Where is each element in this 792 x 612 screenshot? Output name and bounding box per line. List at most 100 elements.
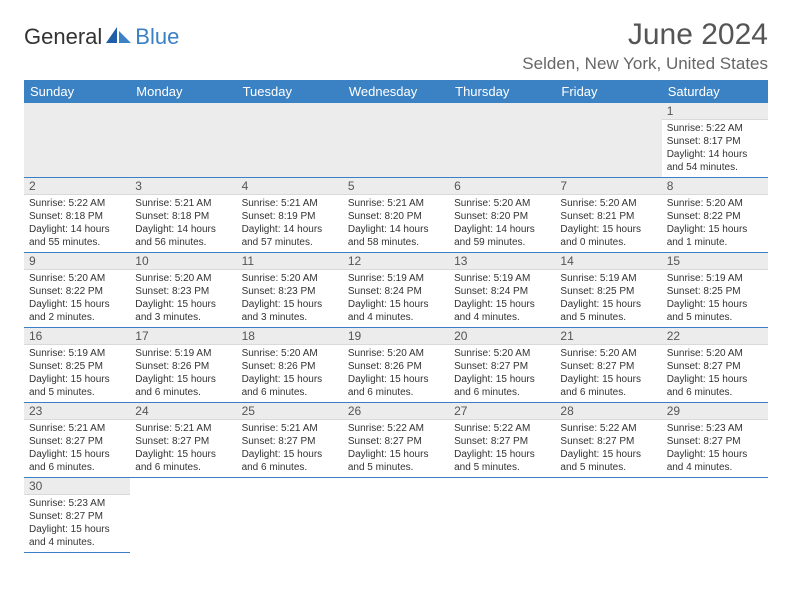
- calendar-day-cell: 15Sunrise: 5:19 AMSunset: 8:25 PMDayligh…: [662, 253, 768, 328]
- day-details: Sunrise: 5:20 AMSunset: 8:23 PMDaylight:…: [130, 270, 236, 327]
- daylight-line: Daylight: 15 hours and 6 minutes.: [242, 448, 338, 474]
- sunset-line: Sunset: 8:27 PM: [348, 435, 444, 448]
- calendar-day-cell: 20Sunrise: 5:20 AMSunset: 8:27 PMDayligh…: [449, 328, 555, 403]
- day-number: 20: [449, 328, 555, 345]
- calendar-day-cell: 13Sunrise: 5:19 AMSunset: 8:24 PMDayligh…: [449, 253, 555, 328]
- sunset-line: Sunset: 8:27 PM: [667, 435, 763, 448]
- day-number: 29: [662, 403, 768, 420]
- calendar-week-row: 23Sunrise: 5:21 AMSunset: 8:27 PMDayligh…: [24, 403, 768, 478]
- day-number: 11: [237, 253, 343, 270]
- calendar-day-cell: 8Sunrise: 5:20 AMSunset: 8:22 PMDaylight…: [662, 178, 768, 253]
- day-details: Sunrise: 5:19 AMSunset: 8:24 PMDaylight:…: [449, 270, 555, 327]
- day-number: 30: [24, 478, 130, 495]
- daylight-line: Daylight: 15 hours and 5 minutes.: [667, 298, 763, 324]
- daylight-line: Daylight: 15 hours and 5 minutes.: [560, 298, 656, 324]
- day-details: Sunrise: 5:21 AMSunset: 8:27 PMDaylight:…: [237, 420, 343, 477]
- calendar-day-cell: 2Sunrise: 5:22 AMSunset: 8:18 PMDaylight…: [24, 178, 130, 253]
- sunrise-line: Sunrise: 5:23 AM: [29, 497, 125, 510]
- calendar-day-cell: 21Sunrise: 5:20 AMSunset: 8:27 PMDayligh…: [555, 328, 661, 403]
- calendar-day-cell: 24Sunrise: 5:21 AMSunset: 8:27 PMDayligh…: [130, 403, 236, 478]
- logo: General Blue: [24, 24, 179, 50]
- weekday-header: Tuesday: [237, 80, 343, 103]
- sunset-line: Sunset: 8:26 PM: [348, 360, 444, 373]
- sunset-line: Sunset: 8:27 PM: [667, 360, 763, 373]
- month-title: June 2024: [522, 18, 768, 52]
- daylight-line: Daylight: 15 hours and 1 minute.: [667, 223, 763, 249]
- day-details: Sunrise: 5:20 AMSunset: 8:26 PMDaylight:…: [343, 345, 449, 402]
- sunset-line: Sunset: 8:27 PM: [29, 510, 125, 523]
- weekday-header: Thursday: [449, 80, 555, 103]
- sunrise-line: Sunrise: 5:20 AM: [560, 347, 656, 360]
- calendar-empty-cell: [237, 103, 343, 178]
- calendar-day-cell: 19Sunrise: 5:20 AMSunset: 8:26 PMDayligh…: [343, 328, 449, 403]
- calendar-day-cell: 25Sunrise: 5:21 AMSunset: 8:27 PMDayligh…: [237, 403, 343, 478]
- sunrise-line: Sunrise: 5:20 AM: [667, 197, 763, 210]
- location-text: Selden, New York, United States: [522, 54, 768, 74]
- sunrise-line: Sunrise: 5:22 AM: [667, 122, 763, 135]
- header: General Blue June 2024 Selden, New York,…: [24, 18, 768, 74]
- daylight-line: Daylight: 15 hours and 6 minutes.: [29, 448, 125, 474]
- daylight-line: Daylight: 15 hours and 3 minutes.: [242, 298, 338, 324]
- day-number: 3: [130, 178, 236, 195]
- daylight-line: Daylight: 15 hours and 4 minutes.: [348, 298, 444, 324]
- calendar-day-cell: 30 Sunrise: 5:23 AMSunset: 8:27 PMDayligh…: [24, 478, 130, 553]
- day-number: 2: [24, 178, 130, 195]
- calendar-empty-cell: [555, 478, 661, 553]
- day-number: 19: [343, 328, 449, 345]
- sunset-line: Sunset: 8:23 PM: [242, 285, 338, 298]
- daylight-line: Daylight: 15 hours and 4 minutes.: [454, 298, 550, 324]
- day-number: 22: [662, 328, 768, 345]
- day-details: Sunrise: 5:19 AMSunset: 8:25 PMDaylight:…: [662, 270, 768, 327]
- day-number: 16: [24, 328, 130, 345]
- calendar-empty-cell: [343, 103, 449, 178]
- sunset-line: Sunset: 8:20 PM: [348, 210, 444, 223]
- day-details: Sunrise: 5:20 AMSunset: 8:27 PMDaylight:…: [449, 345, 555, 402]
- sunrise-line: Sunrise: 5:20 AM: [560, 197, 656, 210]
- day-number: 13: [449, 253, 555, 270]
- calendar-empty-cell: [343, 478, 449, 553]
- sunset-line: Sunset: 8:27 PM: [242, 435, 338, 448]
- sunset-line: Sunset: 8:26 PM: [135, 360, 231, 373]
- daylight-line: Daylight: 15 hours and 4 minutes.: [29, 523, 125, 549]
- day-number: 15: [662, 253, 768, 270]
- logo-sail-icon: [106, 25, 132, 50]
- daylight-line: Daylight: 15 hours and 6 minutes.: [135, 373, 231, 399]
- day-details: Sunrise: 5:19 AMSunset: 8:25 PMDaylight:…: [24, 345, 130, 402]
- calendar-day-cell: 18Sunrise: 5:20 AMSunset: 8:26 PMDayligh…: [237, 328, 343, 403]
- sunrise-line: Sunrise: 5:19 AM: [560, 272, 656, 285]
- sunset-line: Sunset: 8:20 PM: [454, 210, 550, 223]
- calendar-table: SundayMondayTuesdayWednesdayThursdayFrid…: [24, 80, 768, 553]
- calendar-week-row: 2Sunrise: 5:22 AMSunset: 8:18 PMDaylight…: [24, 178, 768, 253]
- logo-text-blue: Blue: [135, 24, 179, 50]
- sunset-line: Sunset: 8:25 PM: [29, 360, 125, 373]
- sunrise-line: Sunrise: 5:19 AM: [348, 272, 444, 285]
- sunset-line: Sunset: 8:18 PM: [135, 210, 231, 223]
- day-number: 5: [343, 178, 449, 195]
- calendar-day-cell: 7Sunrise: 5:20 AMSunset: 8:21 PMDaylight…: [555, 178, 661, 253]
- calendar-empty-cell: [449, 103, 555, 178]
- calendar-empty-cell: [237, 478, 343, 553]
- sunset-line: Sunset: 8:25 PM: [560, 285, 656, 298]
- sunrise-line: Sunrise: 5:20 AM: [667, 347, 763, 360]
- daylight-line: Daylight: 15 hours and 5 minutes.: [29, 373, 125, 399]
- daylight-line: Daylight: 15 hours and 6 minutes.: [242, 373, 338, 399]
- day-details: Sunrise: 5:21 AMSunset: 8:18 PMDaylight:…: [130, 195, 236, 252]
- sunset-line: Sunset: 8:27 PM: [560, 360, 656, 373]
- calendar-empty-cell: [130, 103, 236, 178]
- sunrise-line: Sunrise: 5:19 AM: [667, 272, 763, 285]
- day-details: Sunrise: 5:22 AMSunset: 8:27 PMDaylight:…: [555, 420, 661, 477]
- calendar-day-cell: 12Sunrise: 5:19 AMSunset: 8:24 PMDayligh…: [343, 253, 449, 328]
- calendar-header-row: SundayMondayTuesdayWednesdayThursdayFrid…: [24, 80, 768, 103]
- daylight-line: Daylight: 14 hours and 57 minutes.: [242, 223, 338, 249]
- day-number: 4: [237, 178, 343, 195]
- day-number: 7: [555, 178, 661, 195]
- day-details: Sunrise: 5:22 AMSunset: 8:27 PMDaylight:…: [449, 420, 555, 477]
- day-number: 28: [555, 403, 661, 420]
- day-details: Sunrise: 5:20 AMSunset: 8:26 PMDaylight:…: [237, 345, 343, 402]
- day-number: 10: [130, 253, 236, 270]
- sunrise-line: Sunrise: 5:20 AM: [242, 347, 338, 360]
- day-details: Sunrise: 5:20 AMSunset: 8:27 PMDaylight:…: [662, 345, 768, 402]
- sunset-line: Sunset: 8:22 PM: [29, 285, 125, 298]
- daylight-line: Daylight: 14 hours and 59 minutes.: [454, 223, 550, 249]
- day-details: Sunrise: 5:21 AMSunset: 8:27 PMDaylight:…: [24, 420, 130, 477]
